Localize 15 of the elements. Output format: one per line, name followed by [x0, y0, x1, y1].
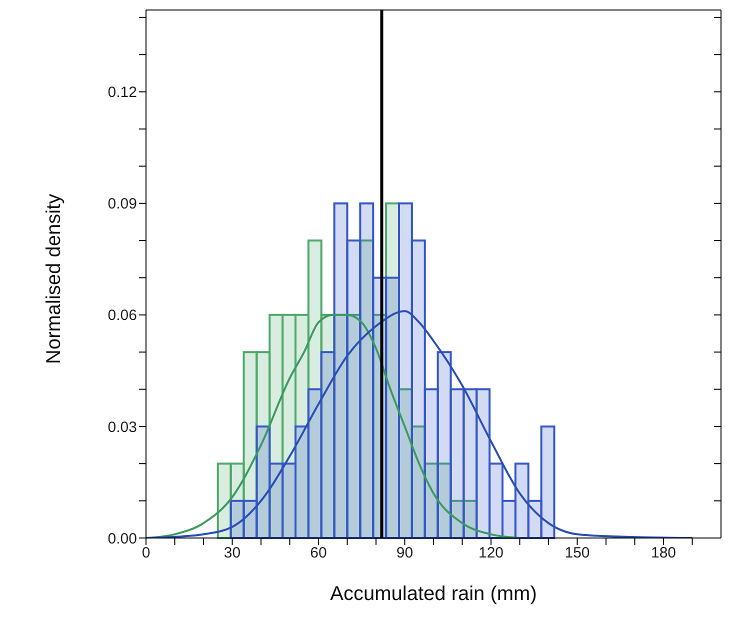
y-tick-label: 0.06: [108, 307, 137, 324]
y-tick-label: 0.12: [108, 84, 137, 102]
x-tick-label: 180: [650, 544, 676, 562]
x-axis-title: Accumulated rain (mm): [330, 583, 537, 605]
x-tick-label: 0: [142, 544, 150, 562]
y-axis-title: Normalised density: [43, 194, 66, 364]
x-tick-label: 60: [310, 544, 327, 562]
x-tick-label: 120: [478, 544, 504, 562]
y-tick-label: 0.09: [108, 196, 137, 213]
line-series: [146, 310, 694, 538]
x-tick-label: 30: [224, 544, 241, 562]
y-tick-label: 0.03: [108, 418, 137, 436]
x-tick-label: 150: [564, 544, 590, 562]
x-tick-label: 90: [396, 544, 414, 562]
y-tick-label: 0.00: [108, 530, 137, 548]
